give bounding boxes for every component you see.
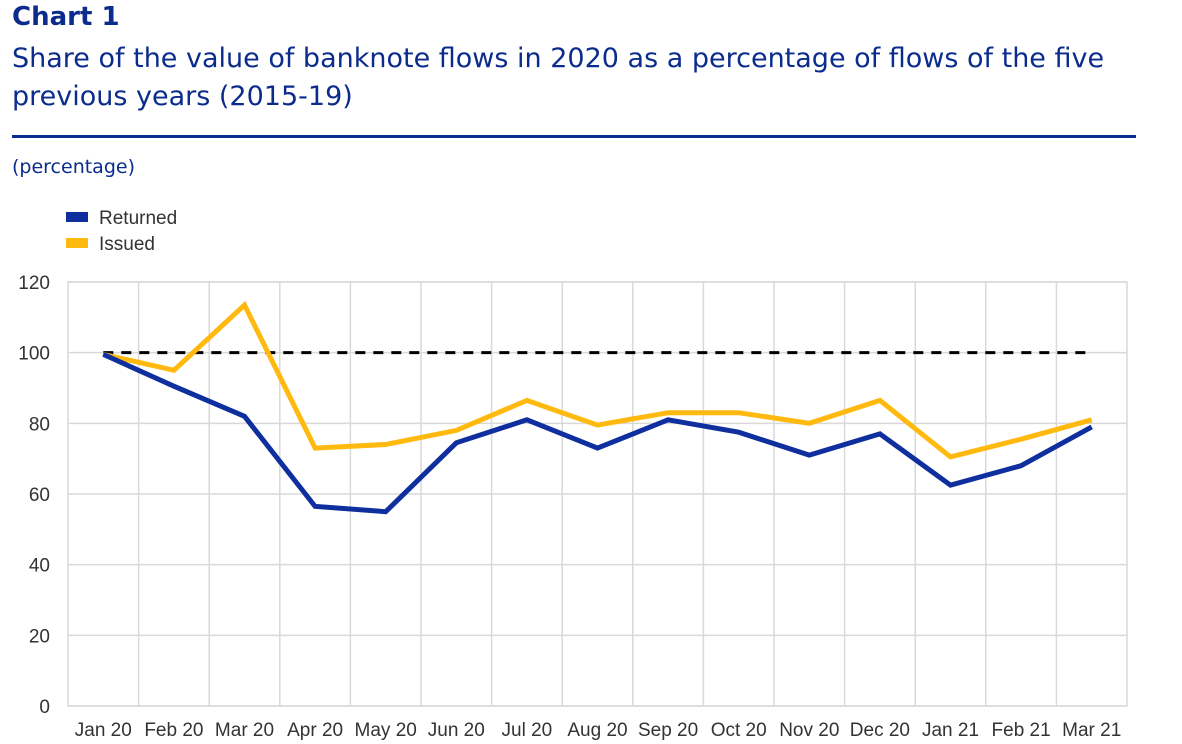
x-tick-label: Jan 21 [922, 720, 979, 741]
series-layer [102, 300, 1093, 515]
y-tick-label: 60 [29, 485, 50, 506]
chart-header: Chart 1 Share of the value of banknote f… [12, 0, 1136, 116]
x-tick-label: May 20 [355, 720, 417, 741]
x-tick-label: Oct 20 [711, 720, 767, 741]
y-tick-label: 100 [18, 344, 50, 365]
y-tick-label: 20 [29, 626, 50, 647]
x-tick-label: Nov 20 [779, 720, 839, 741]
legend-swatch-returned [66, 212, 88, 222]
x-tick-label: Jan 20 [75, 720, 132, 741]
legend-swatch-issued [66, 238, 88, 248]
x-tick-label: Dec 20 [850, 720, 910, 741]
legend-label-issued: Issued [99, 234, 155, 255]
x-tick-label: Jun 20 [428, 720, 485, 741]
y-tick-label: 80 [29, 414, 50, 435]
x-tick-label: Aug 20 [567, 720, 627, 741]
x-tick-label: Feb 20 [144, 720, 203, 741]
x-tick-label: Sep 20 [638, 720, 698, 741]
x-tick-label: Mar 21 [1062, 720, 1121, 741]
y-tick-label: 0 [39, 697, 50, 718]
x-tick-label: Mar 20 [215, 720, 274, 741]
x-tick-label: Jul 20 [502, 720, 553, 741]
header-divider [12, 135, 1136, 138]
grid-layer [67, 281, 1128, 707]
x-tick-label: Apr 20 [287, 720, 343, 741]
series-line-issued [102, 300, 1093, 460]
axis-layer: 0 20 40 60 80 100 120 Jan 20 Feb 20 Mar 20 Apr 20 M… [18, 273, 1121, 741]
legend-label-returned: Returned [99, 208, 177, 229]
unit-label: (percentage) [12, 156, 135, 178]
y-tick-label: 40 [29, 556, 50, 577]
x-tick-label: Feb 21 [992, 720, 1051, 741]
chart-title: Share of the value of banknote flows in … [12, 43, 1105, 112]
legend: Returned Issued [66, 208, 177, 255]
series-line-returned [102, 352, 1093, 515]
chart-number-label: Chart 1 [12, 2, 120, 32]
y-tick-label: 120 [18, 273, 50, 294]
